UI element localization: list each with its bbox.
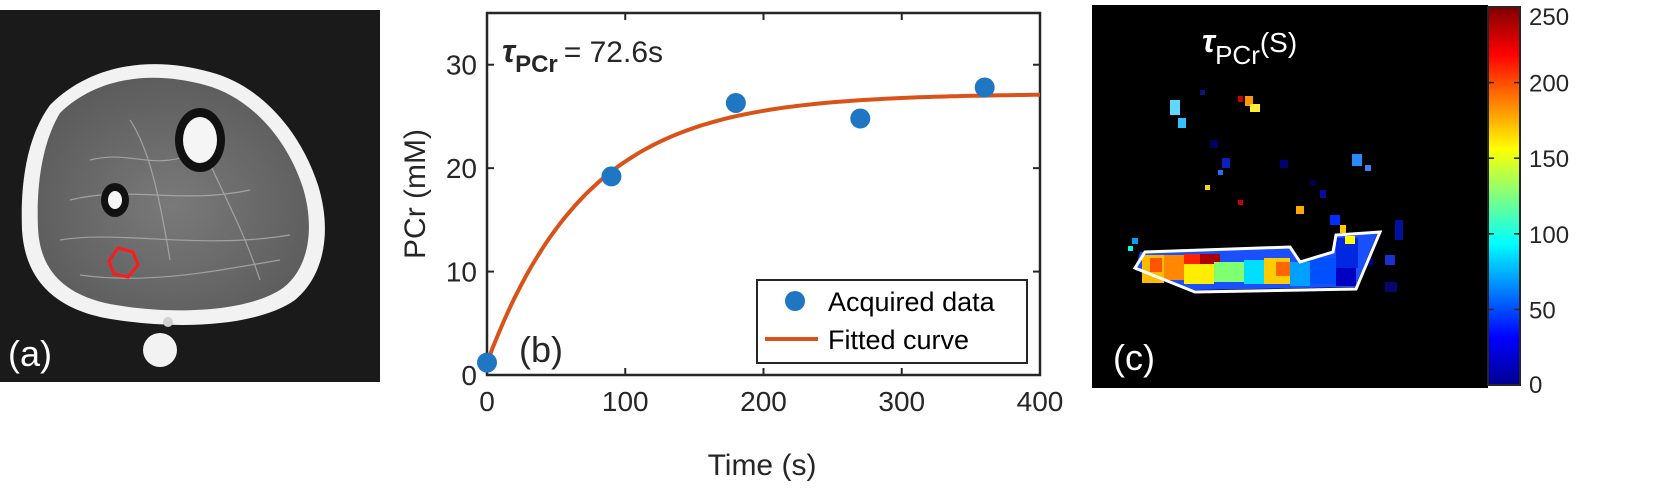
colorbar-tick-label: 150 — [1529, 146, 1569, 173]
data-point — [477, 352, 497, 373]
tau-map-roi-fill — [1135, 232, 1378, 290]
tau-annotation: τPCr = 72.6s — [502, 33, 663, 78]
data-point — [974, 77, 995, 98]
x-tick-label: 300 — [878, 386, 925, 417]
tau-symbol: τ — [502, 33, 517, 69]
y-tick-label: 20 — [446, 153, 477, 184]
colorbar-tick-label: 50 — [1529, 297, 1556, 324]
y-tick-label: 30 — [446, 50, 477, 81]
data-point — [725, 92, 746, 113]
title-tau-symbol: τ — [1202, 23, 1217, 59]
tau-value: = 72.6s — [564, 36, 663, 69]
data-point — [850, 108, 871, 129]
legend-box — [756, 279, 1028, 364]
colorbar-tick-label: 0 — [1529, 372, 1542, 399]
colorbar-tick-label: 250 — [1529, 4, 1569, 31]
legend-marker-acquired — [785, 291, 805, 311]
x-tick-label: 0 — [479, 386, 495, 417]
x-tick-label: 100 — [602, 386, 649, 417]
small-phantom — [163, 317, 173, 327]
x-tick-label: 200 — [740, 386, 787, 417]
colorbar-tick-labels: 0 50 100 150 200 250 — [1529, 4, 1569, 399]
data-point — [601, 166, 622, 187]
muscle-texture — [59, 119, 291, 281]
acquired-data-points — [477, 77, 995, 373]
colorbar-ticks — [1488, 6, 1520, 386]
tibia-marrow — [183, 117, 217, 163]
roi-white-outline — [1132, 230, 1383, 294]
x-axis-label: Time (s) — [708, 449, 817, 482]
x-tick-label: 400 — [1017, 386, 1064, 417]
y-axis-label: PCr (mM) — [399, 129, 432, 259]
title-unit: (S) — [1260, 27, 1297, 58]
tau-map-background — [1092, 5, 1488, 388]
panel-b-label: (b) — [519, 329, 563, 370]
tau-subscript: PCr — [515, 51, 558, 78]
panel-a-label: (a) — [8, 333, 52, 374]
panel-a: (a) — [0, 10, 380, 382]
legend-label-fitted: Fitted curve — [828, 325, 969, 355]
leg-muscle-region — [37, 77, 309, 311]
panel-c-label: (c) — [1113, 337, 1155, 378]
x-tick-labels: 0 100 200 300 400 — [479, 386, 1063, 417]
legend-label-acquired: Acquired data — [828, 287, 996, 317]
reference-phantom — [143, 333, 177, 367]
colorbar-tick-label: 100 — [1529, 222, 1569, 249]
title-subscript: PCr — [1215, 40, 1260, 70]
y-tick-label: 10 — [446, 257, 477, 288]
fitted-curve-line — [485, 92, 1040, 364]
colorbar-tick-label: 200 — [1529, 71, 1569, 98]
legend: Acquired data Fitted curve — [756, 279, 1028, 364]
tau-map-title: τPCr(S) — [1202, 23, 1297, 70]
y-tick-labels: 0 10 20 30 — [446, 50, 477, 391]
fibula-marrow — [108, 191, 122, 209]
panel-c: τPCr(S) (c) 0 50 100 150 200 250 — [1092, 4, 1569, 399]
y-tick-label: 0 — [461, 360, 477, 391]
roi-red-hexagon — [107, 246, 140, 279]
colorbar — [1487, 6, 1521, 386]
tau-map-speckle — [1128, 90, 1403, 292]
